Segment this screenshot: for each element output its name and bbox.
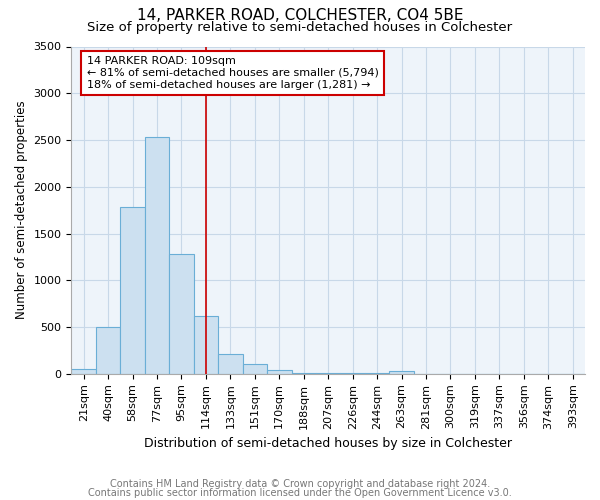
Text: Contains public sector information licensed under the Open Government Licence v3: Contains public sector information licen… [88,488,512,498]
Bar [96,327,121,374]
Text: 14 PARKER ROAD: 109sqm
← 81% of semi-detached houses are smaller (5,794)
18% of : 14 PARKER ROAD: 109sqm ← 81% of semi-det… [87,56,379,90]
Bar [242,364,267,374]
Bar [194,316,218,374]
Bar [71,369,96,374]
Bar [121,208,145,374]
Bar [389,371,414,374]
Bar [145,137,169,374]
Text: 14, PARKER ROAD, COLCHESTER, CO4 5BE: 14, PARKER ROAD, COLCHESTER, CO4 5BE [137,8,463,22]
Bar [267,370,292,374]
X-axis label: Distribution of semi-detached houses by size in Colchester: Distribution of semi-detached houses by … [144,437,512,450]
Text: Size of property relative to semi-detached houses in Colchester: Size of property relative to semi-detach… [88,21,512,34]
Bar [218,354,242,374]
Y-axis label: Number of semi-detached properties: Number of semi-detached properties [15,101,28,320]
Text: Contains HM Land Registry data © Crown copyright and database right 2024.: Contains HM Land Registry data © Crown c… [110,479,490,489]
Bar [169,254,194,374]
